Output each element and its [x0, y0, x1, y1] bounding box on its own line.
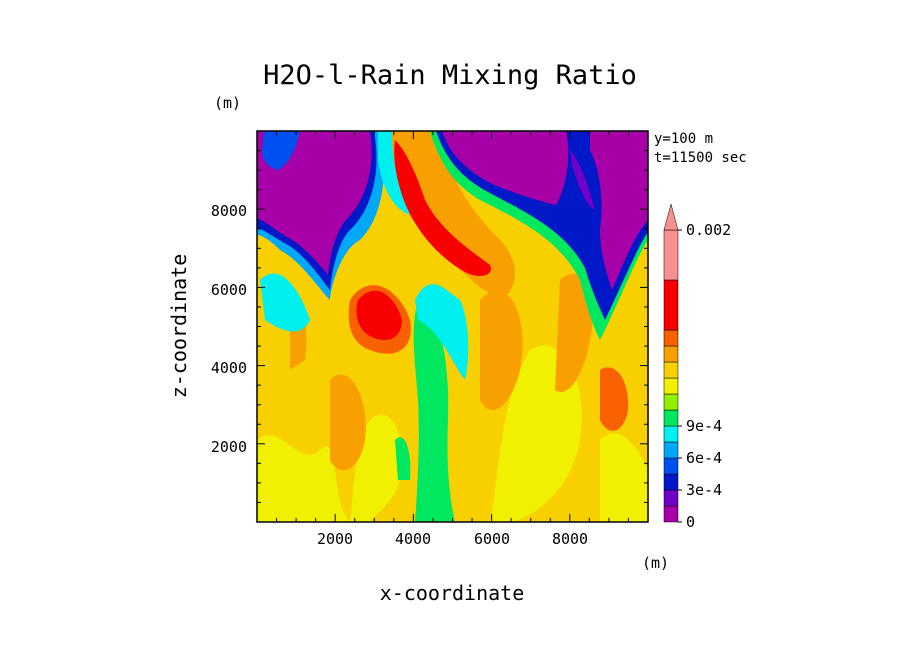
field-plume-right-purple-b — [590, 131, 648, 290]
field-plume-right-purple-a — [442, 131, 569, 205]
colorbar-swatch — [663, 441, 679, 459]
colorbar-swatch — [663, 489, 679, 507]
field-cyan-band — [415, 284, 469, 380]
field-plume-left-inner-blue — [262, 131, 300, 170]
field-orange-streak-3 — [555, 273, 593, 392]
field-green-column — [413, 300, 455, 522]
heatmap-field — [257, 131, 648, 522]
field-plume-right-violet — [570, 150, 595, 210]
y-tick-label: 6000 — [211, 281, 247, 299]
colorbar-swatch — [663, 505, 679, 523]
colorbar-extend-arrow — [663, 203, 679, 231]
y-axis-label: z-coordinate — [167, 254, 191, 399]
chart-title: H2O-l-Rain Mixing Ratio — [263, 60, 637, 91]
field-central-streak-cyan — [378, 131, 410, 215]
colorbar-swatch — [663, 409, 679, 427]
x-tick-label: 6000 — [474, 530, 510, 548]
z-axis-unit: (m) — [214, 94, 241, 112]
colorbar-swatch — [663, 229, 679, 281]
x-tick-label: 4000 — [395, 530, 431, 548]
field-red-core-inner — [356, 290, 402, 340]
y-tick-label: 2000 — [211, 438, 247, 456]
field-cyan-left — [260, 273, 310, 332]
info-time: t=11500 sec — [654, 150, 747, 166]
colorbar: 0 3e-4 6e-4 9e-4 0.002 — [663, 203, 731, 531]
x-tick-label: 8000 — [552, 530, 588, 548]
y-tick-label: 8000 — [211, 202, 247, 220]
x-tick-label: 2000 — [317, 530, 353, 548]
x-axis-label: x-coordinate — [380, 581, 525, 605]
info-y-position: y=100 m — [654, 131, 713, 147]
field-yellow-patch-1 — [257, 435, 350, 522]
colorbar-label: 6e-4 — [686, 449, 722, 467]
colorbar-label: 0 — [686, 513, 695, 531]
colorbar-label: 3e-4 — [686, 481, 722, 499]
field-plume-left-purple — [257, 131, 372, 275]
y-tick-label: 4000 — [211, 359, 247, 377]
colorbar-swatch — [663, 393, 679, 411]
colorbar-swatch — [663, 329, 679, 347]
field-yellow-patch-3 — [600, 433, 648, 522]
field-green-patch — [395, 437, 411, 480]
field-orange-streak-2 — [480, 290, 523, 410]
colorbar-swatch — [663, 457, 679, 475]
field-central-streak-red — [394, 140, 491, 276]
colorbar-swatch — [663, 377, 679, 395]
colorbar-swatch — [663, 279, 679, 331]
x-axis-unit: (m) — [642, 554, 669, 572]
field-orange-streak-1 — [330, 374, 366, 471]
colorbar-swatch — [663, 361, 679, 379]
colorbar-swatch — [663, 473, 679, 491]
colorbar-swatch — [663, 345, 679, 363]
colorbar-label: 9e-4 — [686, 417, 722, 435]
minor-ticks — [257, 131, 648, 522]
colorbar-label: 0.002 — [686, 221, 731, 239]
field-orange-streak-4 — [600, 367, 629, 431]
colorbar-swatch — [663, 425, 679, 443]
